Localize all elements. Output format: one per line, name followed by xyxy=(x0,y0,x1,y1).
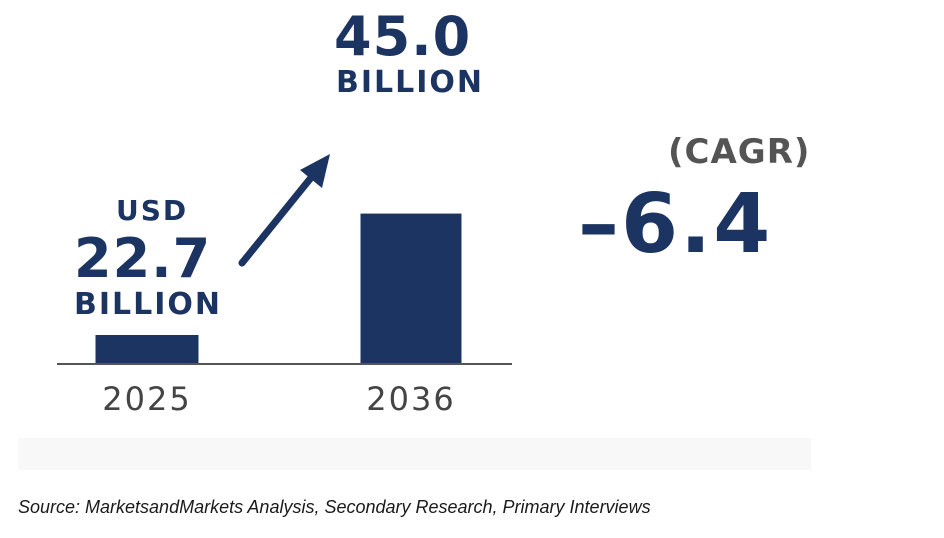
bar-2036 xyxy=(360,213,462,363)
bar-2025 xyxy=(95,335,199,363)
value-unit-2025: BILLION xyxy=(74,287,223,322)
tick-labels-group: 2025 2036 xyxy=(102,380,455,418)
bars-group xyxy=(95,213,462,363)
source-note: Source: MarketsandMarkets Analysis, Seco… xyxy=(18,497,651,517)
value-unit-2036: BILLION xyxy=(336,65,485,100)
cagr-value: –6.4 xyxy=(578,177,773,272)
value-label-2036: 45.0 xyxy=(334,5,472,68)
growth-arrow-icon xyxy=(238,154,330,267)
footer-band xyxy=(18,438,811,470)
value-prefix-2025: USD xyxy=(116,194,189,227)
value-label-2025: 22.7 xyxy=(74,227,212,290)
cagr-label: (CAGR) xyxy=(668,132,811,172)
x-tick-2036: 2036 xyxy=(366,380,455,418)
x-tick-2025: 2025 xyxy=(102,380,191,418)
